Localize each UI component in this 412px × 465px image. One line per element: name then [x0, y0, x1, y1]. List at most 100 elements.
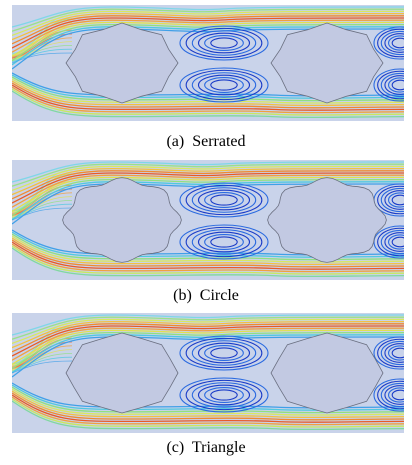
vortex-line [185, 184, 263, 216]
vortex-line [388, 35, 404, 51]
streamline [12, 316, 404, 340]
vortex-line [391, 194, 404, 206]
vortex-line [380, 72, 404, 98]
streamline [12, 26, 404, 66]
vortex-line [179, 67, 269, 103]
streamline [12, 10, 404, 37]
vortex-line [197, 231, 251, 253]
streamline [12, 360, 73, 374]
vortex-line [388, 192, 404, 208]
streamline [12, 174, 404, 208]
flow-panel [12, 5, 404, 121]
streamline [12, 247, 404, 278]
streamline [12, 45, 73, 62]
streamline [12, 80, 404, 107]
streamline [12, 241, 404, 270]
caption: (a) Serrated [166, 133, 246, 150]
vortex-line [391, 236, 404, 248]
streamline [12, 243, 404, 273]
vortex-line [373, 68, 404, 102]
streamline [12, 400, 404, 431]
body [267, 177, 387, 263]
streamline [12, 388, 404, 416]
vortex-line [204, 191, 244, 209]
vortex-line [185, 379, 263, 411]
vortex-line [391, 347, 404, 359]
body [62, 177, 182, 263]
streamline [12, 356, 73, 373]
vortex-line [377, 338, 404, 368]
vortex-line [380, 340, 404, 366]
vortex-line [197, 384, 251, 406]
vortex-line [388, 234, 404, 250]
vortex-line [179, 335, 269, 371]
streamline [12, 323, 404, 353]
vortex-line [388, 77, 404, 93]
streamline [12, 176, 404, 212]
vortex-line [210, 194, 238, 206]
streamline [12, 239, 404, 268]
streamline [12, 203, 73, 220]
vortex-line [377, 227, 404, 257]
vortex-line [380, 382, 404, 408]
streamline [12, 163, 404, 187]
body [270, 22, 384, 104]
vortex-line [204, 34, 244, 52]
streamline [12, 48, 73, 63]
vortex-line [204, 344, 244, 362]
vortex-line [377, 185, 404, 215]
streamline [12, 90, 404, 119]
streamline [12, 86, 404, 114]
vortex-line [388, 387, 404, 403]
vortex-line [384, 33, 404, 53]
vortex-line [204, 76, 244, 94]
vortex-line [197, 342, 251, 364]
vortex-line [185, 69, 263, 101]
flow-panel [12, 160, 404, 280]
streamline [12, 345, 73, 370]
vortex-line [210, 389, 238, 401]
streamline [12, 329, 404, 365]
vortex-line [191, 72, 257, 98]
streamline [12, 88, 404, 116]
vortex-line [384, 343, 404, 363]
streamline [12, 318, 404, 345]
vortex-line [391, 389, 404, 401]
streamline [12, 28, 404, 70]
vortex-line [185, 337, 263, 369]
vortex-line [179, 182, 269, 218]
streamline [12, 192, 73, 217]
streamline [12, 23, 404, 62]
vortex-line [191, 382, 257, 408]
vortex-line [204, 386, 244, 404]
streamline [12, 245, 404, 275]
vortex-line [384, 232, 404, 252]
streamline [12, 331, 404, 370]
streamline [12, 336, 404, 378]
vortex-line [210, 236, 238, 248]
streamline [12, 178, 404, 217]
streamline [12, 181, 404, 221]
vortex-line [197, 32, 251, 54]
streamline [12, 325, 404, 357]
vortex-line [179, 377, 269, 413]
caption: (c) Triangle [166, 439, 246, 456]
vortex-line [373, 336, 404, 370]
vortex-line [377, 28, 404, 58]
vortex-line [388, 345, 404, 361]
streamline [12, 8, 404, 32]
vortex-line [391, 79, 404, 91]
vortex-line [377, 380, 404, 410]
vortex-line [191, 229, 257, 255]
vortex-line [384, 190, 404, 210]
streamline [12, 19, 404, 53]
streamline [12, 172, 404, 204]
vortex-line [380, 187, 404, 213]
streamline [12, 52, 73, 64]
vortex-line [197, 189, 251, 211]
vortex-line [179, 25, 269, 61]
streamline [12, 327, 404, 361]
body [65, 22, 179, 104]
vortex-line [373, 26, 404, 60]
streamline [12, 320, 404, 349]
